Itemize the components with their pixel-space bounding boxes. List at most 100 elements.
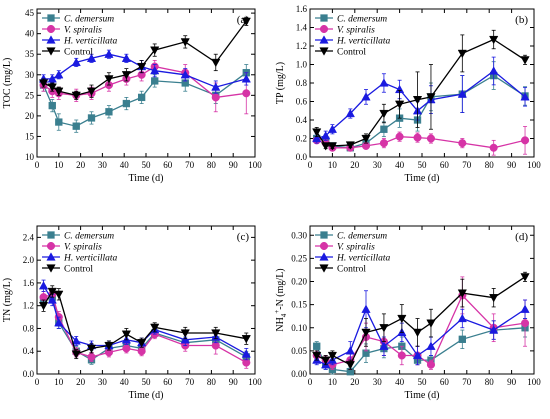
x-tick-label: 20 — [350, 377, 360, 387]
legend-label: Control — [337, 48, 366, 58]
data-point — [180, 335, 190, 344]
y-tick-label: 0.20 — [291, 277, 307, 287]
data-point — [397, 351, 406, 360]
y-tick-label: 0.6 — [296, 97, 308, 107]
legend-marker — [319, 264, 329, 273]
y-axis-label: TOC (mg/L) — [2, 58, 13, 109]
data-point — [54, 87, 64, 96]
legend-marker — [320, 231, 328, 239]
y-tick-label: 0.25 — [291, 253, 307, 263]
data-point — [137, 62, 147, 72]
data-point — [457, 313, 467, 323]
y-tick-label: 1.6 — [23, 278, 35, 288]
x-axis-label: Time (d) — [129, 390, 164, 401]
x-tick-label: 10 — [328, 377, 338, 387]
x-tick-label: 70 — [185, 377, 195, 387]
data-point — [412, 96, 423, 105]
chart-panel: 0 10 20 30 40 50 60 70 80 90 100 0.0 0.2 0.4 0.6 0.8 1.0… — [275, 4, 541, 184]
data-point — [151, 77, 159, 85]
x-tick-label: 100 — [248, 377, 262, 387]
data-point — [137, 339, 147, 348]
data-point — [38, 281, 49, 290]
data-point — [457, 289, 467, 298]
data-point — [48, 101, 56, 110]
panel-label: (b) — [515, 14, 528, 26]
x-tick-label: 80 — [207, 160, 217, 170]
data-point — [520, 304, 530, 313]
data-point — [457, 89, 467, 98]
y-tick-label: 10 — [25, 152, 35, 162]
y-tick-label: 0.10 — [291, 323, 307, 333]
series-control — [38, 285, 251, 360]
y-axis-label: TN (mg/L) — [2, 278, 13, 322]
x-tick-label: 10 — [54, 160, 64, 170]
data-point — [241, 74, 251, 83]
legend-marker — [47, 231, 55, 239]
data-point — [241, 349, 251, 358]
x-tick-label: 70 — [185, 160, 195, 170]
x-tick-label: 30 — [98, 160, 108, 170]
x-tick-label: 70 — [462, 160, 472, 170]
data-point — [361, 92, 371, 101]
x-tick-label: 40 — [120, 160, 130, 170]
data-point — [86, 53, 97, 62]
legend-label: C. demersum — [64, 15, 114, 25]
legend-label: C. demersum — [64, 232, 114, 242]
y-tick-label: 30 — [25, 70, 35, 80]
x-tick-label: 60 — [163, 377, 173, 387]
data-point — [150, 323, 160, 333]
panel-label: (d) — [515, 231, 528, 243]
y-tick-label: 0.15 — [291, 300, 307, 310]
x-tick-label: 90 — [229, 160, 239, 170]
y-tick-label: 0.30 — [291, 230, 307, 240]
x-tick-label: 60 — [163, 160, 173, 170]
data-point — [379, 341, 389, 350]
data-point — [242, 89, 251, 98]
data-point — [489, 35, 499, 45]
data-point — [38, 79, 49, 88]
legend-marker — [46, 252, 56, 261]
data-point — [47, 83, 57, 92]
data-point — [520, 92, 530, 101]
data-point — [312, 351, 322, 361]
series-control — [38, 16, 251, 101]
data-point — [150, 46, 160, 55]
y-tick-label: 1.4 — [296, 23, 308, 33]
data-point — [86, 87, 97, 96]
data-point — [379, 78, 389, 87]
data-point — [412, 350, 423, 360]
x-tick-label: 40 — [120, 377, 130, 387]
series-h-verticillata — [38, 49, 251, 94]
data-point — [122, 344, 131, 353]
data-point — [321, 142, 331, 151]
legend-marker — [319, 47, 329, 56]
legend-marker — [46, 241, 56, 251]
data-point — [104, 341, 114, 351]
data-point — [71, 91, 81, 101]
data-point — [457, 49, 467, 59]
legend-marker — [319, 35, 329, 44]
data-point — [38, 302, 49, 311]
y-tick-label: 1.2 — [23, 301, 34, 311]
data-point — [426, 360, 436, 369]
y-tick-label: 45 — [25, 8, 35, 18]
legend-marker — [319, 24, 329, 34]
data-point — [426, 134, 436, 143]
data-point — [345, 361, 355, 370]
data-point — [71, 57, 81, 67]
x-tick-label: 30 — [373, 377, 383, 387]
x-tick-label: 60 — [440, 377, 450, 387]
data-point — [47, 295, 57, 304]
x-tick-label: 50 — [418, 377, 428, 387]
data-point — [395, 132, 404, 141]
x-tick-label: 90 — [507, 160, 517, 170]
y-tick-label: 40 — [25, 29, 35, 39]
data-point — [397, 314, 407, 324]
legend-label: V. spiralis — [64, 243, 102, 253]
x-tick-label: 90 — [229, 377, 239, 387]
series-h-verticillata — [312, 290, 530, 370]
data-point — [121, 71, 132, 80]
